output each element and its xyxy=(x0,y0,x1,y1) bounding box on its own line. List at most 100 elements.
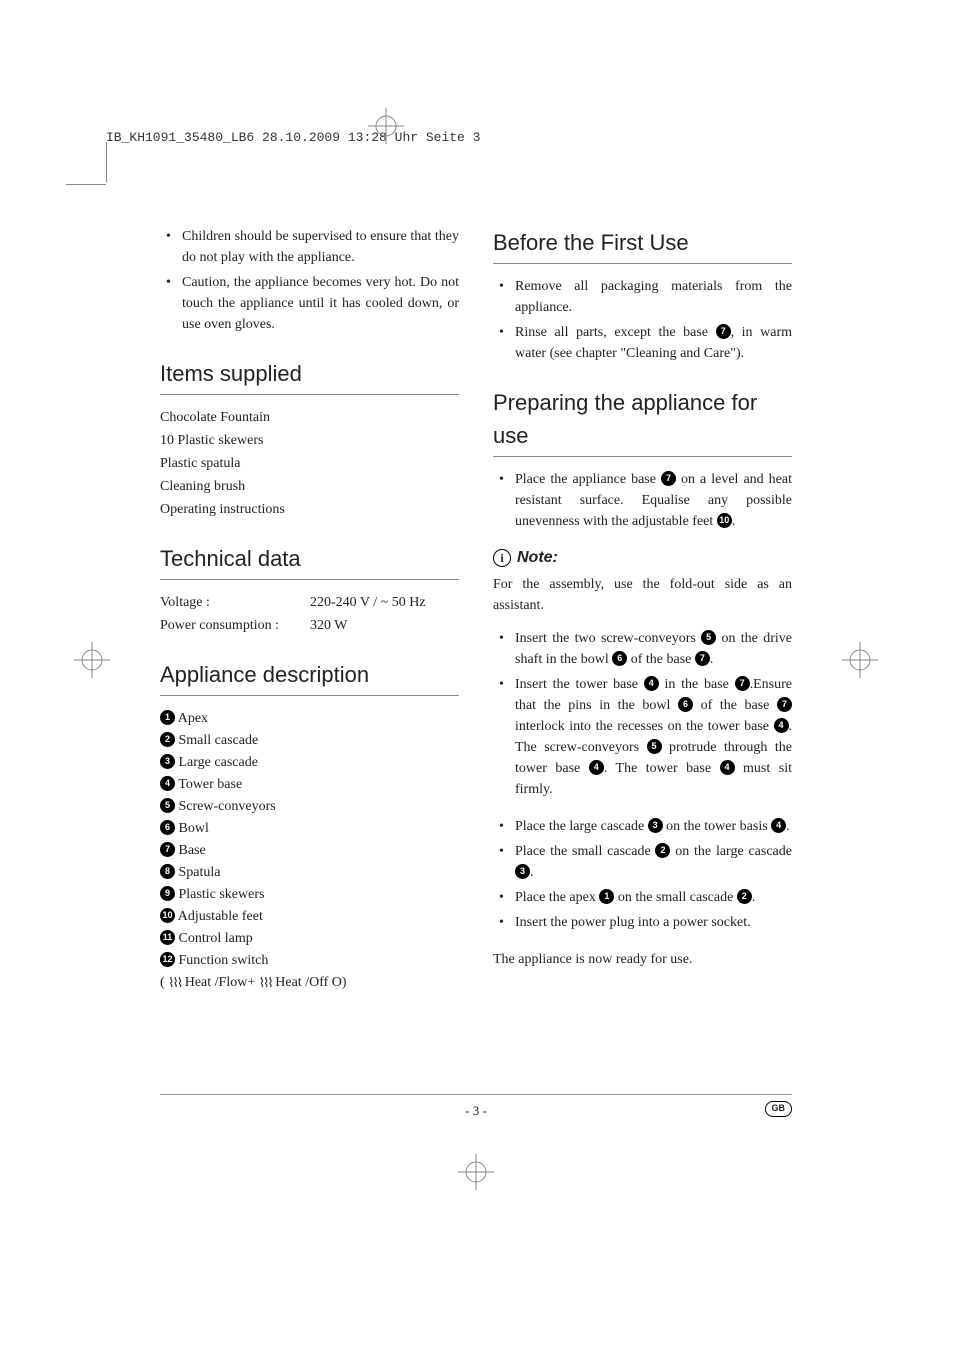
note-label: Note: xyxy=(517,546,558,570)
reference-marker-icon: 5 xyxy=(160,798,175,813)
registration-mark-bottom xyxy=(458,1154,494,1190)
reference-marker-icon: 6 xyxy=(612,651,627,666)
supplied-item: 10 Plastic skewers xyxy=(160,430,459,451)
reference-marker-icon: 4 xyxy=(774,718,789,733)
tech-row: Voltage :220-240 V / ~ 50 Hz xyxy=(160,592,459,613)
prep-item: Insert the two screw-conveyors 5 on the … xyxy=(493,628,792,670)
right-column: Before the First Use Remove all packagin… xyxy=(493,226,792,994)
supplied-item: Operating instructions xyxy=(160,499,459,520)
description-item: 10 Adjustable feet xyxy=(160,906,459,927)
heading-preparing: Preparing the appliance for use xyxy=(493,386,792,457)
ready-text: The appliance is now ready for use. xyxy=(493,949,792,970)
reference-marker-icon: 2 xyxy=(737,889,752,904)
reference-marker-icon: 7 xyxy=(695,651,710,666)
reference-marker-icon: 1 xyxy=(160,710,175,725)
prep-item: Insert the tower base 4 in the base 7.En… xyxy=(493,674,792,800)
reference-marker-icon: 3 xyxy=(648,818,663,833)
reference-marker-icon: 9 xyxy=(160,886,175,901)
registration-mark-right xyxy=(842,642,878,678)
prep-steps-b: Place the large cascade 3 on the tower b… xyxy=(493,816,792,933)
reference-marker-icon: 11 xyxy=(160,930,175,945)
description-item: 8 Spatula xyxy=(160,862,459,883)
registration-mark-left xyxy=(74,642,110,678)
heading-before-first-use: Before the First Use xyxy=(493,226,792,264)
heat-icon: ⌇⌇⌇ xyxy=(168,973,181,993)
warning-item: Children should be supervised to ensure … xyxy=(160,226,459,268)
heading-appliance-description: Appliance description xyxy=(160,658,459,696)
reference-marker-icon: 5 xyxy=(701,630,716,645)
reference-marker-icon: 8 xyxy=(160,864,175,879)
heading-technical-data: Technical data xyxy=(160,542,459,580)
supplied-item: Chocolate Fountain xyxy=(160,407,459,428)
note-heading: i Note: xyxy=(493,546,792,570)
tech-label: Power consumption : xyxy=(160,615,310,636)
registration-mark-top xyxy=(368,108,404,144)
description-item: 2 Small cascade xyxy=(160,730,459,751)
description-item: 12 Function switch xyxy=(160,950,459,971)
technical-data-list: Voltage :220-240 V / ~ 50 HzPower consum… xyxy=(160,592,459,636)
reference-marker-icon: 7 xyxy=(160,842,175,857)
prep-intro-list: Place the appliance base 7 on a level an… xyxy=(493,469,792,532)
prep-item: Place the appliance base 7 on a level an… xyxy=(493,469,792,532)
reference-marker-icon: 2 xyxy=(655,843,670,858)
description-item: 1 Apex xyxy=(160,708,459,729)
reference-marker-icon: 3 xyxy=(515,864,530,879)
tech-value: 320 W xyxy=(310,615,347,636)
reference-marker-icon: 4 xyxy=(771,818,786,833)
prep-item: Place the small cascade 2 on the large c… xyxy=(493,841,792,883)
warnings-list: Children should be supervised to ensure … xyxy=(160,226,459,335)
reference-marker-icon: 4 xyxy=(644,676,659,691)
tech-row: Power consumption :320 W xyxy=(160,615,459,636)
appliance-description-list: 1 Apex2 Small cascade3 Large cascade4 To… xyxy=(160,708,459,993)
reference-marker-icon: 12 xyxy=(160,952,175,967)
items-supplied-list: Chocolate Fountain10 Plastic skewersPlas… xyxy=(160,407,459,520)
reference-marker-icon: 4 xyxy=(720,760,735,775)
before-item: Remove all packaging materials from the … xyxy=(493,276,792,318)
reference-marker-icon: 7 xyxy=(716,324,731,339)
crop-mark xyxy=(106,142,107,182)
supplied-item: Cleaning brush xyxy=(160,476,459,497)
crop-mark xyxy=(66,184,106,185)
prep-item: Insert the power plug into a power socke… xyxy=(493,912,792,933)
reference-marker-icon: 2 xyxy=(160,732,175,747)
print-header-text: IB_KH1091_35480_LB6 28.10.2009 13:28 Uhr… xyxy=(106,130,480,145)
heat-icon: ⌇⌇⌇ xyxy=(259,973,272,993)
supplied-item: Plastic spatula xyxy=(160,453,459,474)
reference-marker-icon: 4 xyxy=(160,776,175,791)
reference-marker-icon: 7 xyxy=(735,676,750,691)
note-text: For the assembly, use the fold-out side … xyxy=(493,574,792,616)
left-column: Children should be supervised to ensure … xyxy=(160,226,459,994)
reference-marker-icon: 7 xyxy=(661,471,676,486)
reference-marker-icon: 7 xyxy=(777,697,792,712)
reference-marker-icon: 6 xyxy=(678,697,693,712)
info-icon: i xyxy=(493,549,511,567)
reference-marker-icon: 10 xyxy=(160,908,175,923)
country-badge: GB xyxy=(765,1101,793,1117)
heading-items-supplied: Items supplied xyxy=(160,357,459,395)
prep-item: Place the large cascade 3 on the tower b… xyxy=(493,816,792,837)
page-number: - 3 - xyxy=(465,1103,487,1118)
reference-marker-icon: 5 xyxy=(647,739,662,754)
prep-item: Place the apex 1 on the small cascade 2. xyxy=(493,887,792,908)
before-first-use-list: Remove all packaging materials from the … xyxy=(493,276,792,364)
description-item: 9 Plastic skewers xyxy=(160,884,459,905)
reference-marker-icon: 3 xyxy=(160,754,175,769)
tech-value: 220-240 V / ~ 50 Hz xyxy=(310,592,426,613)
description-item: 3 Large cascade xyxy=(160,752,459,773)
function-switch-detail: ( ⌇⌇⌇ Heat /Flow+ ⌇⌇⌇ Heat /Off O) xyxy=(160,972,459,993)
description-item: 6 Bowl xyxy=(160,818,459,839)
page-footer: - 3 - GB xyxy=(160,1094,792,1121)
warning-item: Caution, the appliance becomes very hot.… xyxy=(160,272,459,335)
tech-label: Voltage : xyxy=(160,592,310,613)
reference-marker-icon: 4 xyxy=(589,760,604,775)
description-item: 5 Screw-conveyors xyxy=(160,796,459,817)
description-item: 4 Tower base xyxy=(160,774,459,795)
description-item: 11 Control lamp xyxy=(160,928,459,949)
reference-marker-icon: 1 xyxy=(599,889,614,904)
reference-marker-icon: 6 xyxy=(160,820,175,835)
print-header: IB_KH1091_35480_LB6 28.10.2009 13:28 Uhr… xyxy=(106,128,480,148)
prep-steps-a: Insert the two screw-conveyors 5 on the … xyxy=(493,628,792,800)
before-item: Rinse all parts, except the base 7, in w… xyxy=(493,322,792,364)
description-item: 7 Base xyxy=(160,840,459,861)
page-body: Children should be supervised to ensure … xyxy=(160,226,792,994)
